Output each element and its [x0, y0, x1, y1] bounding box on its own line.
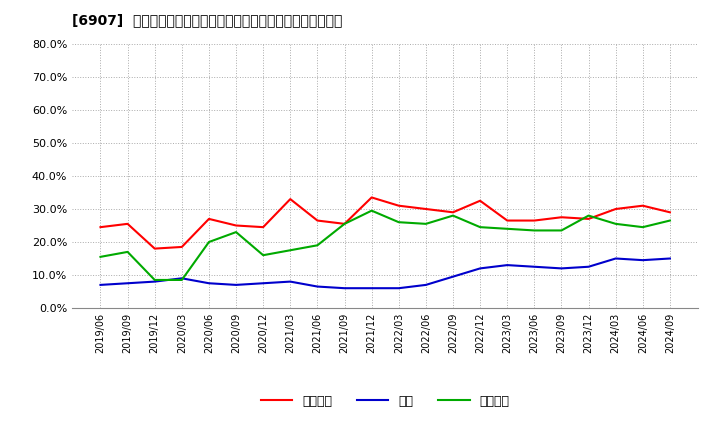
Text: [6907]  売上債権、在庫、買入債務の総資産に対する比率の推移: [6907] 売上債権、在庫、買入債務の総資産に対する比率の推移 [72, 13, 343, 27]
売上債権 [557, 215, 566, 220]
在庫 [584, 264, 593, 269]
買入債務 [150, 277, 159, 282]
買入債務 [530, 228, 539, 233]
在庫 [259, 281, 268, 286]
在庫 [476, 266, 485, 271]
売上債権 [476, 198, 485, 203]
在庫 [150, 279, 159, 284]
売上債権 [395, 203, 403, 209]
売上債権 [449, 210, 457, 215]
売上債権 [639, 203, 647, 209]
買入債務 [367, 208, 376, 213]
在庫 [639, 257, 647, 263]
売上債権 [96, 224, 105, 230]
在庫 [96, 282, 105, 288]
買入債務 [584, 213, 593, 218]
買入債務 [178, 277, 186, 282]
買入債務 [421, 221, 430, 227]
買入債務 [259, 253, 268, 258]
在庫 [123, 281, 132, 286]
売上債権 [665, 210, 674, 215]
売上債権 [204, 216, 213, 221]
買入債務 [204, 239, 213, 245]
売上債権 [259, 224, 268, 230]
売上債権 [421, 206, 430, 212]
在庫 [395, 286, 403, 291]
在庫 [503, 262, 511, 268]
買入債務 [557, 228, 566, 233]
買入債務 [232, 230, 240, 235]
売上債権 [341, 221, 349, 227]
売上債権 [530, 218, 539, 223]
買入債務 [313, 243, 322, 248]
売上債権 [313, 218, 322, 223]
Line: 売上債権: 売上債権 [101, 198, 670, 249]
在庫 [232, 282, 240, 288]
買入債務 [395, 220, 403, 225]
在庫 [178, 275, 186, 281]
Line: 在庫: 在庫 [101, 259, 670, 288]
買入債務 [286, 248, 294, 253]
在庫 [313, 284, 322, 289]
在庫 [665, 256, 674, 261]
在庫 [204, 281, 213, 286]
売上債権 [232, 223, 240, 228]
買入債務 [611, 221, 620, 227]
Line: 買入債務: 買入債務 [101, 211, 670, 280]
買入債務 [341, 221, 349, 227]
買入債務 [639, 224, 647, 230]
在庫 [367, 286, 376, 291]
在庫 [286, 279, 294, 284]
在庫 [421, 282, 430, 288]
売上債権 [367, 195, 376, 200]
売上債権 [178, 244, 186, 249]
在庫 [530, 264, 539, 269]
在庫 [611, 256, 620, 261]
買入債務 [449, 213, 457, 218]
売上債権 [611, 206, 620, 212]
在庫 [449, 274, 457, 279]
売上債権 [503, 218, 511, 223]
売上債権 [150, 246, 159, 251]
売上債権 [584, 216, 593, 221]
売上債権 [286, 196, 294, 202]
買入債務 [123, 249, 132, 254]
買入債務 [665, 218, 674, 223]
買入債務 [96, 254, 105, 260]
在庫 [557, 266, 566, 271]
売上債権 [123, 221, 132, 227]
買入債務 [476, 224, 485, 230]
買入債務 [503, 226, 511, 231]
Legend: 売上債権, 在庫, 買入債務: 売上債権, 在庫, 買入債務 [256, 390, 515, 413]
在庫 [341, 286, 349, 291]
